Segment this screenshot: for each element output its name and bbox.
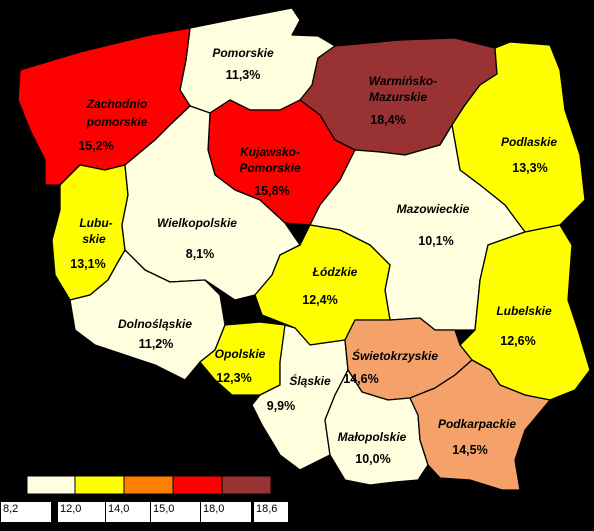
label-dolnoslaskie-value: 11,2% — [139, 337, 174, 351]
label-swietokrzyskie-value: 14,6% — [343, 372, 378, 386]
label-swietokrzyskie-name: Świetokrzyskie — [352, 348, 438, 363]
label-lubelskie-name: Lubelskie — [496, 304, 552, 318]
label-wielkopolskie-name: Wielkopolskie — [157, 216, 237, 230]
label-wielkopolskie-value: 8,1% — [186, 247, 215, 261]
label-lubuskie-name2: skie — [82, 232, 106, 246]
legend-break-4: 15,0 — [150, 501, 202, 523]
label-pomorskie-name: Pomorskie — [212, 46, 274, 60]
label-malopolskie-name: Małopolskie — [338, 430, 407, 444]
region-podkarpackie[interactable] — [409, 359, 551, 491]
label-podkarpackie-value: 14,5% — [452, 443, 487, 457]
label-mazowieckie-value: 10,1% — [418, 234, 453, 248]
label-podlaskie-name: Podlaskie — [501, 135, 557, 149]
label-kujawsko-name: Kujawsko- — [240, 145, 300, 159]
label-zachodnio-name2: pomorskie — [86, 115, 148, 129]
label-zachodnio-value: 15,2% — [78, 139, 113, 153]
legend-break-1: 8,2 — [0, 501, 52, 523]
legend-swatch-5 — [221, 475, 272, 495]
label-lodzkie-value: 12,4% — [302, 293, 337, 307]
label-lubuskie-name: Lubu- — [79, 216, 112, 230]
label-lubuskie-value: 13,1% — [70, 257, 105, 271]
label-opolskie-value: 12,3% — [216, 371, 251, 385]
label-dolnoslaskie-name: Dolnośląskie — [118, 317, 192, 331]
label-lubelskie-value: 12,6% — [500, 334, 535, 348]
region-labels: Pomorskie 11,3% Warmińsko- Mazurskie 18,… — [70, 46, 557, 466]
label-slaskie-value: 9,9% — [267, 399, 296, 413]
label-pomorskie-value: 11,3% — [226, 68, 261, 82]
legend-break-6: 18,6 — [253, 501, 289, 523]
label-kujawsko-name2: Pomorskie — [239, 161, 301, 175]
legend-swatch-3 — [123, 475, 174, 495]
legend-break-5: 18,0 — [200, 501, 252, 523]
legend-swatch-1 — [26, 475, 76, 495]
label-opolskie-name: Opolskie — [215, 347, 266, 361]
label-malopolskie-value: 10,0% — [355, 452, 390, 466]
legend-break-2: 12,0 — [57, 501, 109, 523]
label-podkarpackie-name: Podkarpackie — [438, 417, 516, 431]
region-slaskie[interactable] — [251, 324, 349, 471]
label-kujawsko-value: 15,8% — [254, 184, 289, 198]
label-warminsko-value: 18,4% — [370, 113, 405, 127]
label-warminsko-name: Warmińsko- — [369, 74, 437, 88]
legend-swatch-2 — [74, 475, 125, 495]
legend-swatches — [26, 475, 272, 495]
label-podlaskie-value: 13,3% — [512, 161, 547, 175]
label-slaskie-name: Śląskie — [289, 373, 331, 388]
label-warminsko-name2: Mazurskie — [369, 90, 427, 104]
region-dolnoslaskie[interactable] — [69, 249, 226, 381]
label-zachodnio-name: Zachodnio — [86, 97, 148, 111]
legend-swatch-4 — [172, 475, 223, 495]
label-lodzkie-name: Łódzkie — [312, 265, 358, 279]
label-mazowieckie-name: Mazowieckie — [397, 202, 470, 216]
